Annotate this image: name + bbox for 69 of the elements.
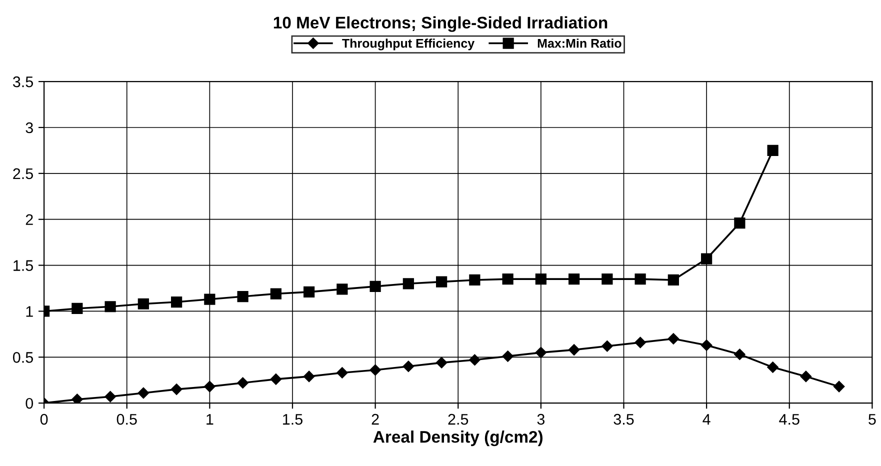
x-tick-label: 3 — [537, 414, 545, 425]
point — [734, 348, 746, 360]
point — [138, 387, 150, 399]
point — [602, 274, 613, 285]
point — [370, 280, 381, 292]
x-tick-label: 0 — [40, 414, 48, 425]
point — [237, 290, 248, 302]
legend-label: Max:Min Ratio — [538, 38, 622, 48]
y-tick-label: 2.5 — [13, 168, 33, 180]
point — [767, 362, 778, 373]
point — [700, 340, 712, 351]
point — [701, 253, 712, 264]
point — [270, 374, 282, 385]
point — [502, 274, 514, 285]
point — [270, 288, 282, 300]
x-axis-title: Areal Density (g/cm2) — [373, 430, 543, 446]
point — [634, 274, 646, 285]
y-tick-label: 3.5 — [12, 76, 33, 88]
x-tick-label: 1 — [206, 414, 214, 425]
point — [568, 274, 580, 285]
point — [436, 276, 448, 288]
point — [304, 286, 315, 298]
point — [469, 274, 480, 286]
point — [204, 294, 216, 305]
point — [72, 302, 83, 314]
point — [767, 144, 778, 156]
point — [734, 217, 746, 229]
point — [336, 367, 348, 378]
point — [104, 391, 116, 402]
point — [402, 360, 414, 372]
x-tick-label: 5 — [868, 414, 876, 425]
y-tick-label: 1 — [26, 306, 33, 317]
y-tick-label: 1.5 — [14, 260, 33, 271]
point — [535, 346, 547, 358]
point — [502, 350, 514, 362]
point — [668, 274, 679, 286]
point — [72, 394, 83, 404]
point — [370, 364, 381, 376]
point — [568, 344, 580, 356]
y-tick-label: 2 — [26, 214, 33, 225]
point — [800, 370, 812, 382]
point — [104, 301, 116, 312]
x-tick-label: 1.5 — [283, 414, 302, 425]
point — [535, 274, 546, 285]
point — [237, 377, 248, 388]
y-tick-label: 3 — [26, 122, 33, 134]
point — [138, 298, 149, 310]
point — [170, 296, 182, 308]
x-tick-label: 0.5 — [116, 414, 137, 425]
chart-title: 10 MeV Electrons; Single-Sided Irradiation — [274, 16, 608, 32]
x-tick-label: 4 — [702, 414, 710, 425]
x-tick-label: 2.5 — [448, 414, 468, 425]
point — [634, 336, 646, 348]
point — [204, 380, 216, 392]
x-tick-label: 2 — [372, 414, 379, 425]
point — [469, 354, 480, 366]
y-tick-label: 0.5 — [12, 352, 33, 363]
point — [436, 357, 448, 368]
point — [668, 333, 680, 344]
point — [833, 380, 845, 392]
x-tick-label: 4.5 — [779, 414, 800, 425]
legend-label: Throughput Efficiency — [342, 38, 475, 50]
y-tick-label: 0 — [26, 398, 34, 409]
point — [170, 384, 182, 395]
point — [303, 370, 315, 382]
point — [402, 278, 414, 290]
point — [336, 284, 348, 295]
point — [602, 340, 613, 352]
x-tick-label: 3.5 — [614, 414, 634, 425]
